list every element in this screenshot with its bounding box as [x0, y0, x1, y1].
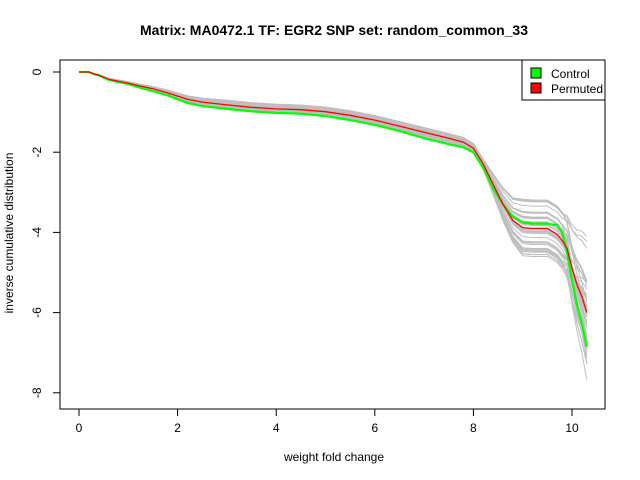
legend: Control Permuted [521, 59, 606, 101]
legend-swatch-permuted [530, 82, 542, 94]
background-line [78, 71, 588, 300]
background-line [78, 71, 588, 300]
background-line [78, 71, 588, 290]
y-axis-label: inverse cumulative distribution [2, 153, 16, 314]
background-line [79, 71, 588, 283]
x-axis: 0 2 4 6 8 10 [76, 408, 579, 435]
background-line [78, 71, 588, 297]
x-tick-label: 4 [273, 421, 280, 435]
legend-label-control: Control [551, 67, 590, 81]
background-line [79, 71, 588, 282]
y-tick-label: -6 [30, 307, 44, 318]
background-line [79, 71, 588, 308]
x-tick-label: 0 [76, 421, 83, 435]
background-line [78, 71, 588, 283]
y-tick-label: 0 [30, 68, 44, 75]
background-line [79, 71, 588, 303]
series-line-permuted [79, 71, 588, 313]
x-tick-label: 2 [174, 421, 181, 435]
y-tick-label: -4 [30, 227, 44, 238]
x-tick-label: 6 [371, 421, 378, 435]
y-tick-label: -2 [30, 147, 44, 158]
series-lines [79, 70, 588, 347]
series-line-control [79, 70, 588, 347]
chart-title: Matrix: MA0472.1 TF: EGR2 SNP set: rando… [140, 22, 528, 38]
background-line [79, 71, 588, 249]
background-line [78, 71, 588, 295]
legend-label-permuted: Permuted [551, 82, 603, 96]
x-tick-label: 10 [565, 421, 579, 435]
x-axis-label: weight fold change [283, 450, 384, 464]
y-tick-label: -8 [30, 387, 44, 398]
background-line [79, 71, 588, 287]
x-tick-label: 8 [470, 421, 477, 435]
background-line [79, 71, 588, 281]
y-axis: 0 -2 -4 -6 -8 [30, 68, 61, 398]
legend-swatch-control [530, 67, 542, 79]
background-line [78, 71, 588, 306]
